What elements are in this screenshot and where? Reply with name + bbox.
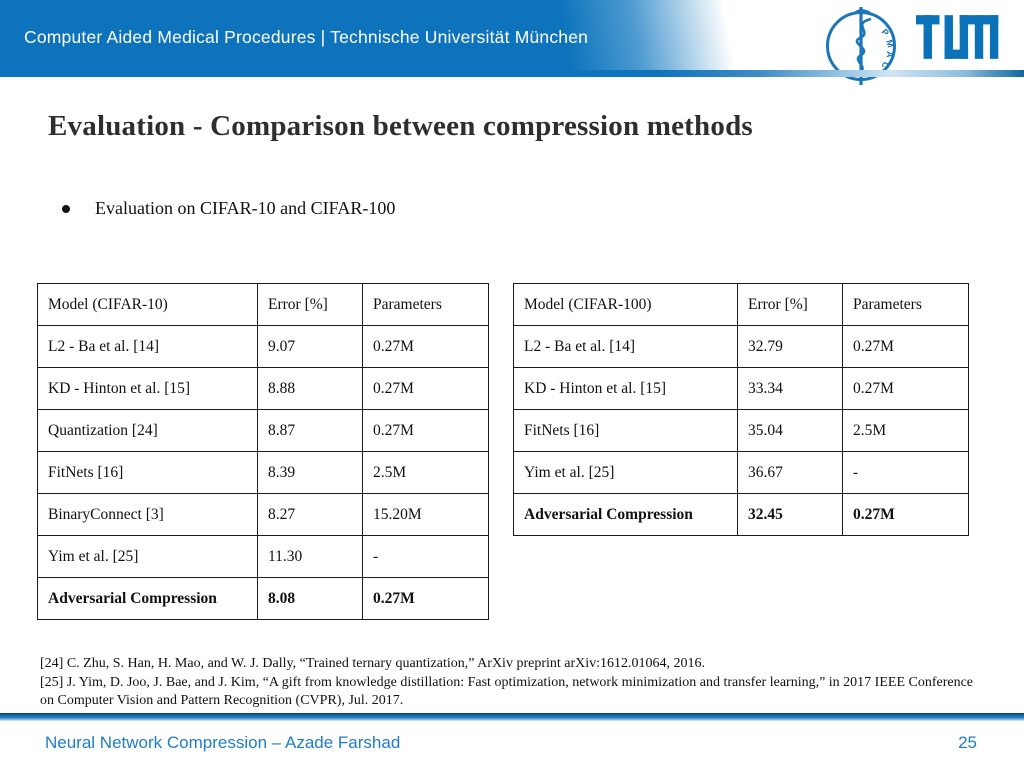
error-cell: 8.27 — [257, 493, 363, 536]
table-row: BinaryConnect [3] 8.27 15.20M — [37, 493, 489, 536]
bullet-item: Evaluation on CIFAR-10 and CIFAR-100 — [62, 198, 395, 219]
cifar100-table: Model (CIFAR-100) Error [%] Parameters L… — [513, 283, 969, 536]
error-cell: 9.07 — [257, 325, 363, 368]
error-cell: 8.08 — [257, 577, 363, 620]
svg-text:M: M — [884, 39, 896, 49]
model-cell: FitNets [16] — [37, 451, 258, 494]
params-cell: 2.5M — [362, 451, 489, 494]
table-row: Quantization [24] 8.87 0.27M — [37, 409, 489, 452]
params-cell: 0.27M — [842, 325, 969, 368]
table-row: KD - Hinton et al. [15] 33.34 0.27M — [513, 367, 969, 410]
table-row: L2 - Ba et al. [14] 9.07 0.27M — [37, 325, 489, 368]
model-cell: KD - Hinton et al. [15] — [37, 367, 258, 410]
bullet-text: Evaluation on CIFAR-10 and CIFAR-100 — [95, 198, 396, 218]
reference-24: [24] C. Zhu, S. Han, H. Mao, and W. J. D… — [40, 656, 706, 671]
error-cell: 8.87 — [257, 409, 363, 452]
table-row: KD - Hinton et al. [15] 8.88 0.27M — [37, 367, 489, 410]
table-row: FitNets [16] 8.39 2.5M — [37, 451, 489, 494]
model-cell: L2 - Ba et al. [14] — [37, 325, 258, 368]
error-cell: 32.79 — [737, 325, 843, 368]
error-cell: 33.34 — [737, 367, 843, 410]
params-cell: 0.27M — [362, 577, 489, 620]
svg-text:C: C — [879, 60, 891, 71]
model-cell: Yim et al. [25] — [37, 535, 258, 578]
footer-presentation-title: Neural Network Compression – Azade Farsh… — [45, 733, 401, 752]
params-cell: - — [362, 535, 489, 578]
model-cell: BinaryConnect [3] — [37, 493, 258, 536]
params-cell: 2.5M — [842, 409, 969, 452]
column-header: Error [%] — [257, 283, 363, 326]
table-header-row: Model (CIFAR-10) Error [%] Parameters — [37, 283, 489, 326]
model-cell: Yim et al. [25] — [513, 451, 738, 494]
params-cell: 0.27M — [362, 367, 489, 410]
camp-logo: P M A C — [818, 4, 908, 88]
institute-title: Computer Aided Medical Procedures | Tech… — [24, 27, 589, 47]
model-cell: Adversarial Compression — [513, 493, 738, 536]
model-cell: KD - Hinton et al. [15] — [513, 367, 738, 410]
table-row-highlight: Adversarial Compression 32.45 0.27M — [513, 493, 969, 536]
column-header: Model (CIFAR-10) — [37, 283, 258, 326]
footer-divider — [0, 713, 1024, 721]
model-cell: Quantization [24] — [37, 409, 258, 452]
error-cell: 8.88 — [257, 367, 363, 410]
table-row-highlight: Adversarial Compression 8.08 0.27M — [37, 577, 489, 620]
table-row: L2 - Ba et al. [14] 32.79 0.27M — [513, 325, 969, 368]
params-cell: - — [842, 451, 969, 494]
bullet-dot-icon — [62, 204, 70, 213]
camp-asclepius-icon: P M A C — [826, 7, 896, 85]
tum-logo-icon — [916, 15, 999, 59]
column-header: Error [%] — [737, 283, 843, 326]
table-header-row: Model (CIFAR-100) Error [%] Parameters — [513, 283, 969, 326]
table-row: Yim et al. [25] 36.67 - — [513, 451, 969, 494]
page-title: Evaluation - Comparison between compress… — [48, 110, 753, 142]
table-row: FitNets [16] 35.04 2.5M — [513, 409, 969, 452]
svg-text:P: P — [879, 27, 891, 38]
cifar10-table: Model (CIFAR-10) Error [%] Parameters L2… — [37, 283, 489, 620]
params-cell: 0.27M — [362, 325, 489, 368]
params-cell: 0.27M — [842, 367, 969, 410]
error-cell: 36.67 — [737, 451, 843, 494]
error-cell: 32.45 — [737, 493, 843, 536]
error-cell: 8.39 — [257, 451, 363, 494]
tum-logo: TUM — [916, 14, 1000, 60]
params-cell: 0.27M — [842, 493, 969, 536]
error-cell: 35.04 — [737, 409, 843, 452]
reference-25: [25] J. Yim, D. Joo, J. Bae, and J. Kim,… — [40, 674, 974, 709]
model-cell: L2 - Ba et al. [14] — [513, 325, 738, 368]
table-row: Yim et al. [25] 11.30 - — [37, 535, 489, 578]
page-number: 25 — [958, 733, 977, 752]
header-band: Computer Aided Medical Procedures | Tech… — [0, 0, 1024, 85]
svg-text:A: A — [885, 51, 895, 59]
header-divider — [0, 70, 1024, 77]
references-block: [24] C. Zhu, S. Han, H. Mao, and W. J. D… — [40, 655, 990, 711]
params-cell: 0.27M — [362, 409, 489, 452]
column-header: Model (CIFAR-100) — [513, 283, 738, 326]
column-header: Parameters — [362, 283, 489, 326]
params-cell: 15.20M — [362, 493, 489, 536]
error-cell: 11.30 — [257, 535, 363, 578]
model-cell: Adversarial Compression — [37, 577, 258, 620]
column-header: Parameters — [842, 283, 969, 326]
model-cell: FitNets [16] — [513, 409, 738, 452]
